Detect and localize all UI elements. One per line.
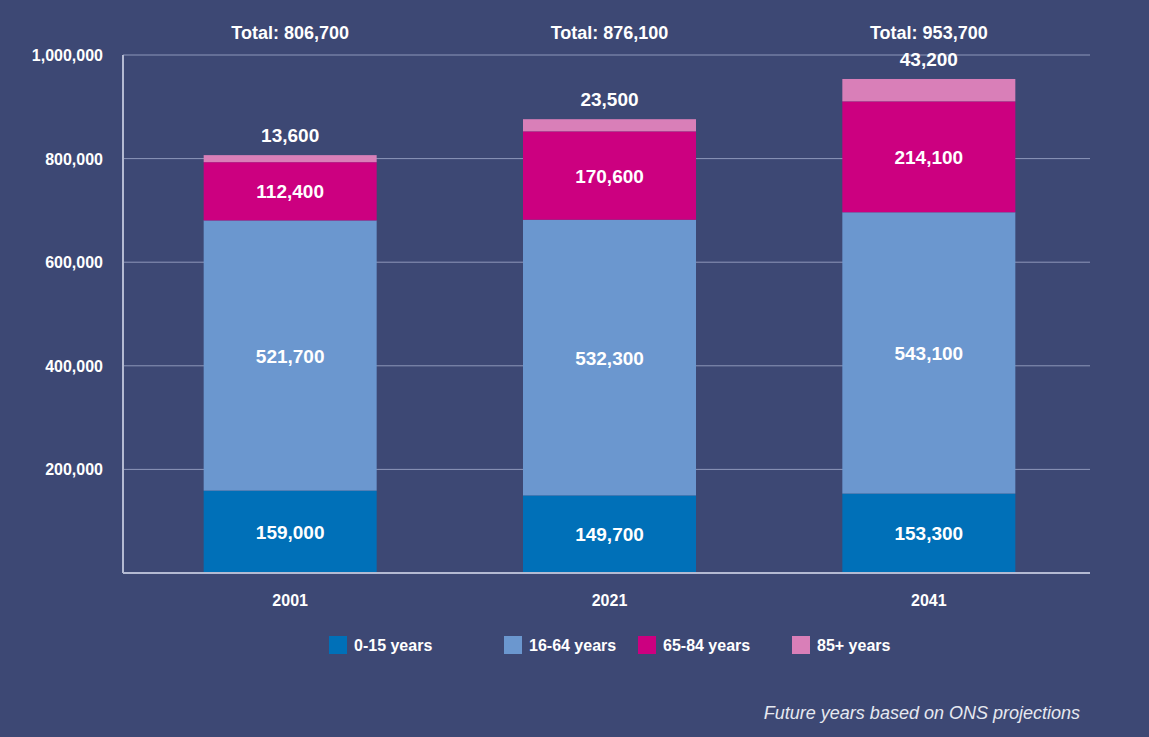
total-label: Total: 806,700 [231, 23, 349, 43]
legend: 0-15 years 16-64 years 65-84 years 85+ year… [329, 636, 891, 654]
bar-segment [842, 101, 1015, 212]
y-tick-label: 400,000 [45, 358, 103, 375]
y-tick-label: 1,000,000 [32, 47, 103, 64]
bar-segment [204, 491, 377, 573]
bar-segment [204, 220, 377, 490]
data-label: 112,400 [256, 181, 324, 202]
data-label: 149,700 [575, 524, 644, 545]
data-label: 521,700 [256, 346, 325, 367]
data-label: 532,300 [575, 348, 644, 369]
chart: 200,000 400,000 600,000 800,000 1,000,000 159… [0, 0, 1149, 737]
x-tick-label: 2021 [592, 592, 628, 609]
background [0, 0, 1149, 737]
legend-swatch [504, 636, 522, 654]
legend-swatch [638, 636, 656, 654]
y-tick-label: 200,000 [45, 461, 103, 478]
y-axis [122, 55, 124, 573]
y-tick-label: 600,000 [45, 254, 103, 271]
x-tick-label: 2001 [272, 592, 308, 609]
total-label: Total: 876,100 [551, 23, 669, 43]
legend-label: 0-15 years [354, 637, 432, 654]
legend-label: 16-64 years [529, 637, 616, 654]
y-tick-label: 800,000 [45, 151, 103, 168]
data-label: 153,300 [894, 523, 963, 544]
data-label: 13,600 [261, 125, 319, 146]
x-axis [123, 572, 1090, 574]
labels: 159,000 521,700 112,400 13,600 Total: 806,70… [231, 23, 987, 609]
bar-segment [842, 212, 1015, 493]
bar-segment [204, 162, 377, 220]
bar-segment [523, 119, 696, 131]
legend-swatch [792, 636, 810, 654]
data-label: 43,200 [900, 49, 958, 70]
bar-segment [523, 131, 696, 219]
data-label: 214,100 [894, 147, 963, 168]
note: Future years based on ONS projections [764, 703, 1080, 723]
data-label: 159,000 [256, 522, 325, 543]
bar-segment [523, 495, 696, 573]
bar-segment [842, 79, 1015, 101]
data-label: 170,600 [575, 166, 644, 187]
bar-segment [842, 494, 1015, 573]
legend-label: 65-84 years [663, 637, 750, 654]
bar-segment [204, 155, 377, 162]
legend-swatch [329, 636, 347, 654]
x-tick-label: 2041 [911, 592, 947, 609]
bars [204, 79, 1016, 573]
bar-segment [523, 220, 696, 496]
legend-label: 85+ years [817, 637, 891, 654]
total-label: Total: 953,700 [870, 23, 988, 43]
data-label: 23,500 [580, 89, 638, 110]
data-label: 543,100 [894, 343, 963, 364]
